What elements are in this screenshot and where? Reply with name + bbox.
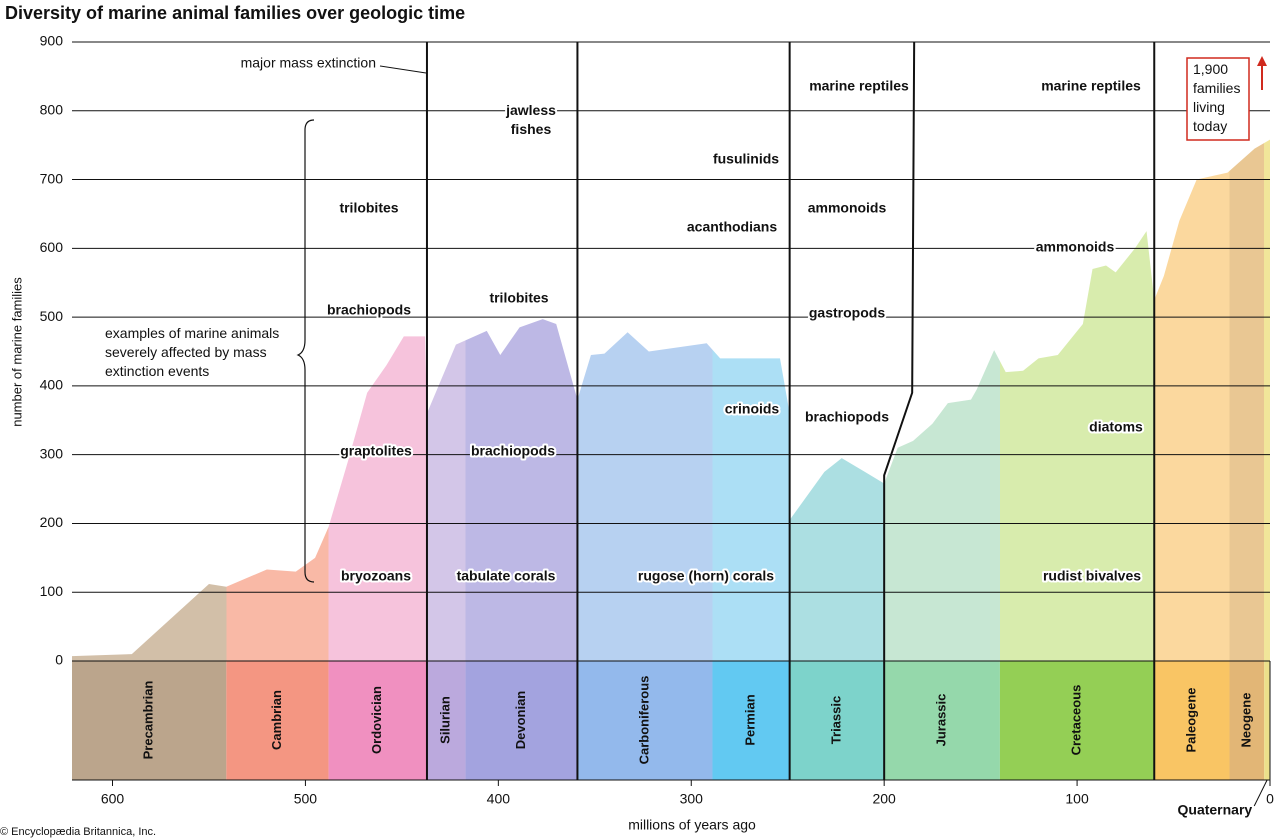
annotation: brachiopods <box>327 302 411 318</box>
annotation: fusulinids <box>713 151 779 167</box>
annotation: bryozoans <box>341 568 411 584</box>
period-label: Ordovician <box>369 686 384 754</box>
annotation: major mass extinction <box>241 55 376 71</box>
period-band <box>884 661 1000 780</box>
x-tick-label: 100 <box>1065 791 1089 807</box>
period-band <box>465 661 578 780</box>
annotation: ammonoids <box>808 200 887 216</box>
period-label: Permian <box>742 694 757 745</box>
annotation: brachiopods <box>471 443 555 459</box>
annotation: jawless fishes <box>505 102 556 137</box>
y-tick-label: 200 <box>40 514 64 530</box>
arrow-head <box>1257 56 1267 66</box>
diversity-area <box>72 139 1270 662</box>
y-tick-label: 700 <box>40 170 64 186</box>
annotation-line: families <box>1193 80 1240 96</box>
annotation: rudist bivalves <box>1043 568 1141 584</box>
y-tick-label: 600 <box>40 239 64 255</box>
annotation-line: jawless <box>505 102 556 118</box>
x-tick-label: 600 <box>101 791 125 807</box>
annotation: 1,900 families living today <box>1193 61 1240 134</box>
annotation: tabulate corals <box>457 568 556 584</box>
chart-title: Diversity of marine animal families over… <box>5 3 465 23</box>
leader-line <box>1253 779 1268 807</box>
annotation: brachiopods <box>805 409 889 425</box>
period-band <box>328 661 427 780</box>
period-band <box>1264 661 1270 780</box>
period-band <box>712 661 790 780</box>
annotation: rugose (horn) corals <box>638 568 774 584</box>
period-band <box>226 661 329 780</box>
x-axis-label: millions of years ago <box>628 817 756 833</box>
period-label: Neogene <box>1238 693 1253 748</box>
period-label: Triassic <box>828 696 843 744</box>
leader-line <box>379 65 427 74</box>
period-label: Cretaceous <box>1069 685 1084 756</box>
period-label: Jurassic <box>933 694 948 747</box>
y-tick-label: 900 <box>40 33 64 49</box>
y-tick-label: 500 <box>40 308 64 324</box>
annotation-line: living <box>1193 99 1225 115</box>
annotation-line: severely affected by mass <box>105 344 267 360</box>
brace <box>296 119 315 583</box>
period-label: Paleogene <box>1183 687 1198 752</box>
x-tick-label: 400 <box>487 791 511 807</box>
annotation-line: examples of marine animals <box>105 325 279 341</box>
x-tick-label: 0 <box>1266 791 1274 807</box>
annotation: examples of marine animals severely affec… <box>105 325 279 379</box>
annotation: marine reptiles <box>809 78 909 94</box>
y-tick-label: 300 <box>40 445 64 461</box>
annotation: graptolites <box>340 443 412 459</box>
y-tick-label: 800 <box>40 101 64 117</box>
y-tick-label: 0 <box>55 652 63 668</box>
annotation: marine reptiles <box>1041 78 1141 94</box>
annotation: gastropods <box>809 305 885 321</box>
y-axis-label: number of marine families <box>9 277 24 427</box>
period-band <box>1154 661 1230 780</box>
credit: © Encyclopædia Britannica, Inc. <box>0 826 156 838</box>
annotation: crinoids <box>725 401 780 417</box>
period-label: Silurian <box>438 696 453 744</box>
period-band <box>789 661 885 780</box>
period-label: Quaternary <box>1178 802 1253 818</box>
period-band <box>999 661 1155 780</box>
annotation: ammonoids <box>1036 239 1115 255</box>
y-tick-label: 400 <box>40 377 64 393</box>
period-band <box>1229 661 1265 780</box>
annotation-line: fishes <box>511 121 552 137</box>
annotation: acanthodians <box>687 219 777 235</box>
mass-extinction-line <box>883 41 916 780</box>
period-label: Devonian <box>513 691 528 750</box>
annotation-line: today <box>1193 118 1227 134</box>
x-tick-label: 300 <box>680 791 704 807</box>
x-tick-label: 200 <box>872 791 896 807</box>
annotation-line: extinction events <box>105 363 209 379</box>
period-label: Cambrian <box>269 690 284 750</box>
period-band <box>426 661 466 780</box>
period-band <box>72 661 227 780</box>
y-tick-label: 100 <box>40 583 64 599</box>
annotation: diatoms <box>1089 419 1143 435</box>
annotation: trilobites <box>489 290 548 306</box>
note-box <box>1186 57 1250 141</box>
period-label: Precambrian <box>141 681 156 760</box>
period-label: Carboniferous <box>636 676 651 765</box>
annotation-line: 1,900 <box>1193 61 1228 77</box>
period-band <box>577 661 713 780</box>
annotation: trilobites <box>339 200 398 216</box>
x-tick-label: 500 <box>294 791 318 807</box>
